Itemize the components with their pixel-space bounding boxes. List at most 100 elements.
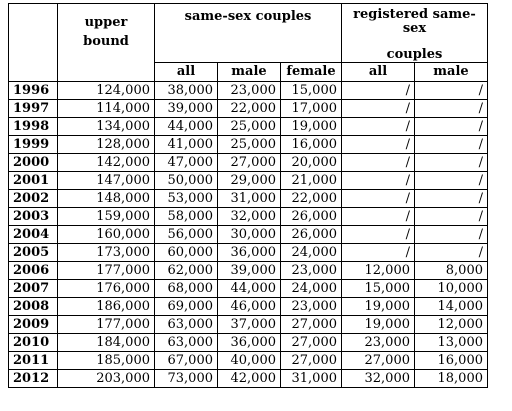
registered-all-cell: 27,000 [341,351,415,370]
year-cell: 2011 [8,351,58,370]
table-row: 2009 177,000 63,000 37,000 27,000 19,000 12,00… [8,315,488,334]
upper-bound-cell: 186,000 [57,297,155,316]
registered-all-cell: 15,000 [341,279,415,298]
table-row: 1996 124,000 38,000 23,000 15,000// [8,81,488,100]
upper-bound-cell: 177,000 [57,315,155,334]
male-cell: 23,000 [217,81,281,100]
table-row: 2001 147,000 50,000 29,000 21,000// [8,171,488,190]
registered-all-cell: 32,000 [341,369,415,388]
upper-bound-cell: 159,000 [57,207,155,226]
year-cell: 1998 [8,117,58,136]
all-cell: 53,000 [154,189,218,208]
all-cell: 47,000 [154,153,218,172]
registered-all-cell: / [341,135,415,154]
upper-bound-cell: 134,000 [57,117,155,136]
table-body: 1996 124,000 38,000 23,000 15,000//1997 114,0… [8,81,488,388]
registered-male-cell: 12,000 [414,315,488,334]
subheader-all: all [154,62,218,82]
female-cell: 27,000 [280,333,342,352]
upper-bound-cell: 160,000 [57,225,155,244]
registered-male-cell: 16,000 [414,351,488,370]
all-cell: 63,000 [154,315,218,334]
registered-header-line1: registered same-sex [353,7,476,36]
registered-all-cell: 12,000 [341,261,415,280]
registered-all-cell: 19,000 [341,297,415,316]
female-cell: 23,000 [280,261,342,280]
registered-all-cell: / [341,153,415,172]
female-cell: 27,000 [280,315,342,334]
upper-bound-cell: 185,000 [57,351,155,370]
registered-male-cell: / [414,135,488,154]
upper-bound-header-line1: upper [84,15,128,30]
upper-bound-header: upper bound [57,3,155,82]
table-row: 2000 142,000 47,000 27,000 20,000// [8,153,488,172]
registered-header-line2: couples [386,47,443,62]
upper-bound-cell: 148,000 [57,189,155,208]
upper-bound-cell: 114,000 [57,99,155,118]
all-cell: 68,000 [154,279,218,298]
upper-bound-cell: 176,000 [57,279,155,298]
registered-male-cell: 8,000 [414,261,488,280]
couples-table: upper bound same-sex couples registered … [8,3,488,388]
year-cell: 2006 [8,261,58,280]
registered-all-cell: 23,000 [341,333,415,352]
data-table-container: upper bound same-sex couples registered … [8,3,488,388]
table-row: 2003 159,000 58,000 32,000 26,000// [8,207,488,226]
year-cell: 2004 [8,225,58,244]
upper-bound-cell: 128,000 [57,135,155,154]
all-cell: 50,000 [154,171,218,190]
registered-male-cell: / [414,189,488,208]
registered-all-cell: / [341,207,415,226]
all-cell: 62,000 [154,261,218,280]
registered-all-cell: / [341,243,415,262]
table-row: 2008 186,000 69,000 46,000 23,000 19,000 14,00… [8,297,488,316]
male-cell: 25,000 [217,117,281,136]
year-cell: 1999 [8,135,58,154]
year-cell: 2008 [8,297,58,316]
registered-couples-header: registered same-sex couples [341,3,488,63]
female-cell: 23,000 [280,297,342,316]
all-cell: 67,000 [154,351,218,370]
female-cell: 26,000 [280,207,342,226]
female-cell: 19,000 [280,117,342,136]
female-cell: 22,000 [280,189,342,208]
upper-bound-cell: 184,000 [57,333,155,352]
table-row: 1999 128,000 41,000 25,000 16,000// [8,135,488,154]
all-cell: 39,000 [154,99,218,118]
table-row: 2004 160,000 56,000 30,000 26,000// [8,225,488,244]
registered-male-cell: / [414,225,488,244]
corner-cell [8,3,58,82]
same-sex-couples-header: same-sex couples [154,3,342,63]
upper-bound-cell: 147,000 [57,171,155,190]
upper-bound-cell: 173,000 [57,243,155,262]
female-cell: 31,000 [280,369,342,388]
year-cell: 1996 [8,81,58,100]
male-cell: 36,000 [217,243,281,262]
upper-bound-cell: 124,000 [57,81,155,100]
year-cell: 2003 [8,207,58,226]
male-cell: 42,000 [217,369,281,388]
all-cell: 38,000 [154,81,218,100]
registered-all-cell: / [341,99,415,118]
registered-all-cell: / [341,225,415,244]
all-cell: 69,000 [154,297,218,316]
male-cell: 30,000 [217,225,281,244]
table-row: 2012 203,000 73,000 42,000 31,000 32,000 18,00… [8,369,488,388]
female-cell: 26,000 [280,225,342,244]
table-row: 2011 185,000 67,000 40,000 27,000 27,000 16,00… [8,351,488,370]
male-cell: 44,000 [217,279,281,298]
year-cell: 2009 [8,315,58,334]
male-cell: 40,000 [217,351,281,370]
male-cell: 37,000 [217,315,281,334]
table-row: 2007 176,000 68,000 44,000 24,000 15,000 10,00… [8,279,488,298]
all-cell: 41,000 [154,135,218,154]
male-cell: 31,000 [217,189,281,208]
male-cell: 32,000 [217,207,281,226]
year-cell: 2012 [8,369,58,388]
registered-male-cell: / [414,117,488,136]
registered-all-cell: / [341,81,415,100]
table-row: 2010 184,000 63,000 36,000 27,000 23,000 13,00… [8,333,488,352]
male-cell: 36,000 [217,333,281,352]
male-cell: 29,000 [217,171,281,190]
all-cell: 73,000 [154,369,218,388]
